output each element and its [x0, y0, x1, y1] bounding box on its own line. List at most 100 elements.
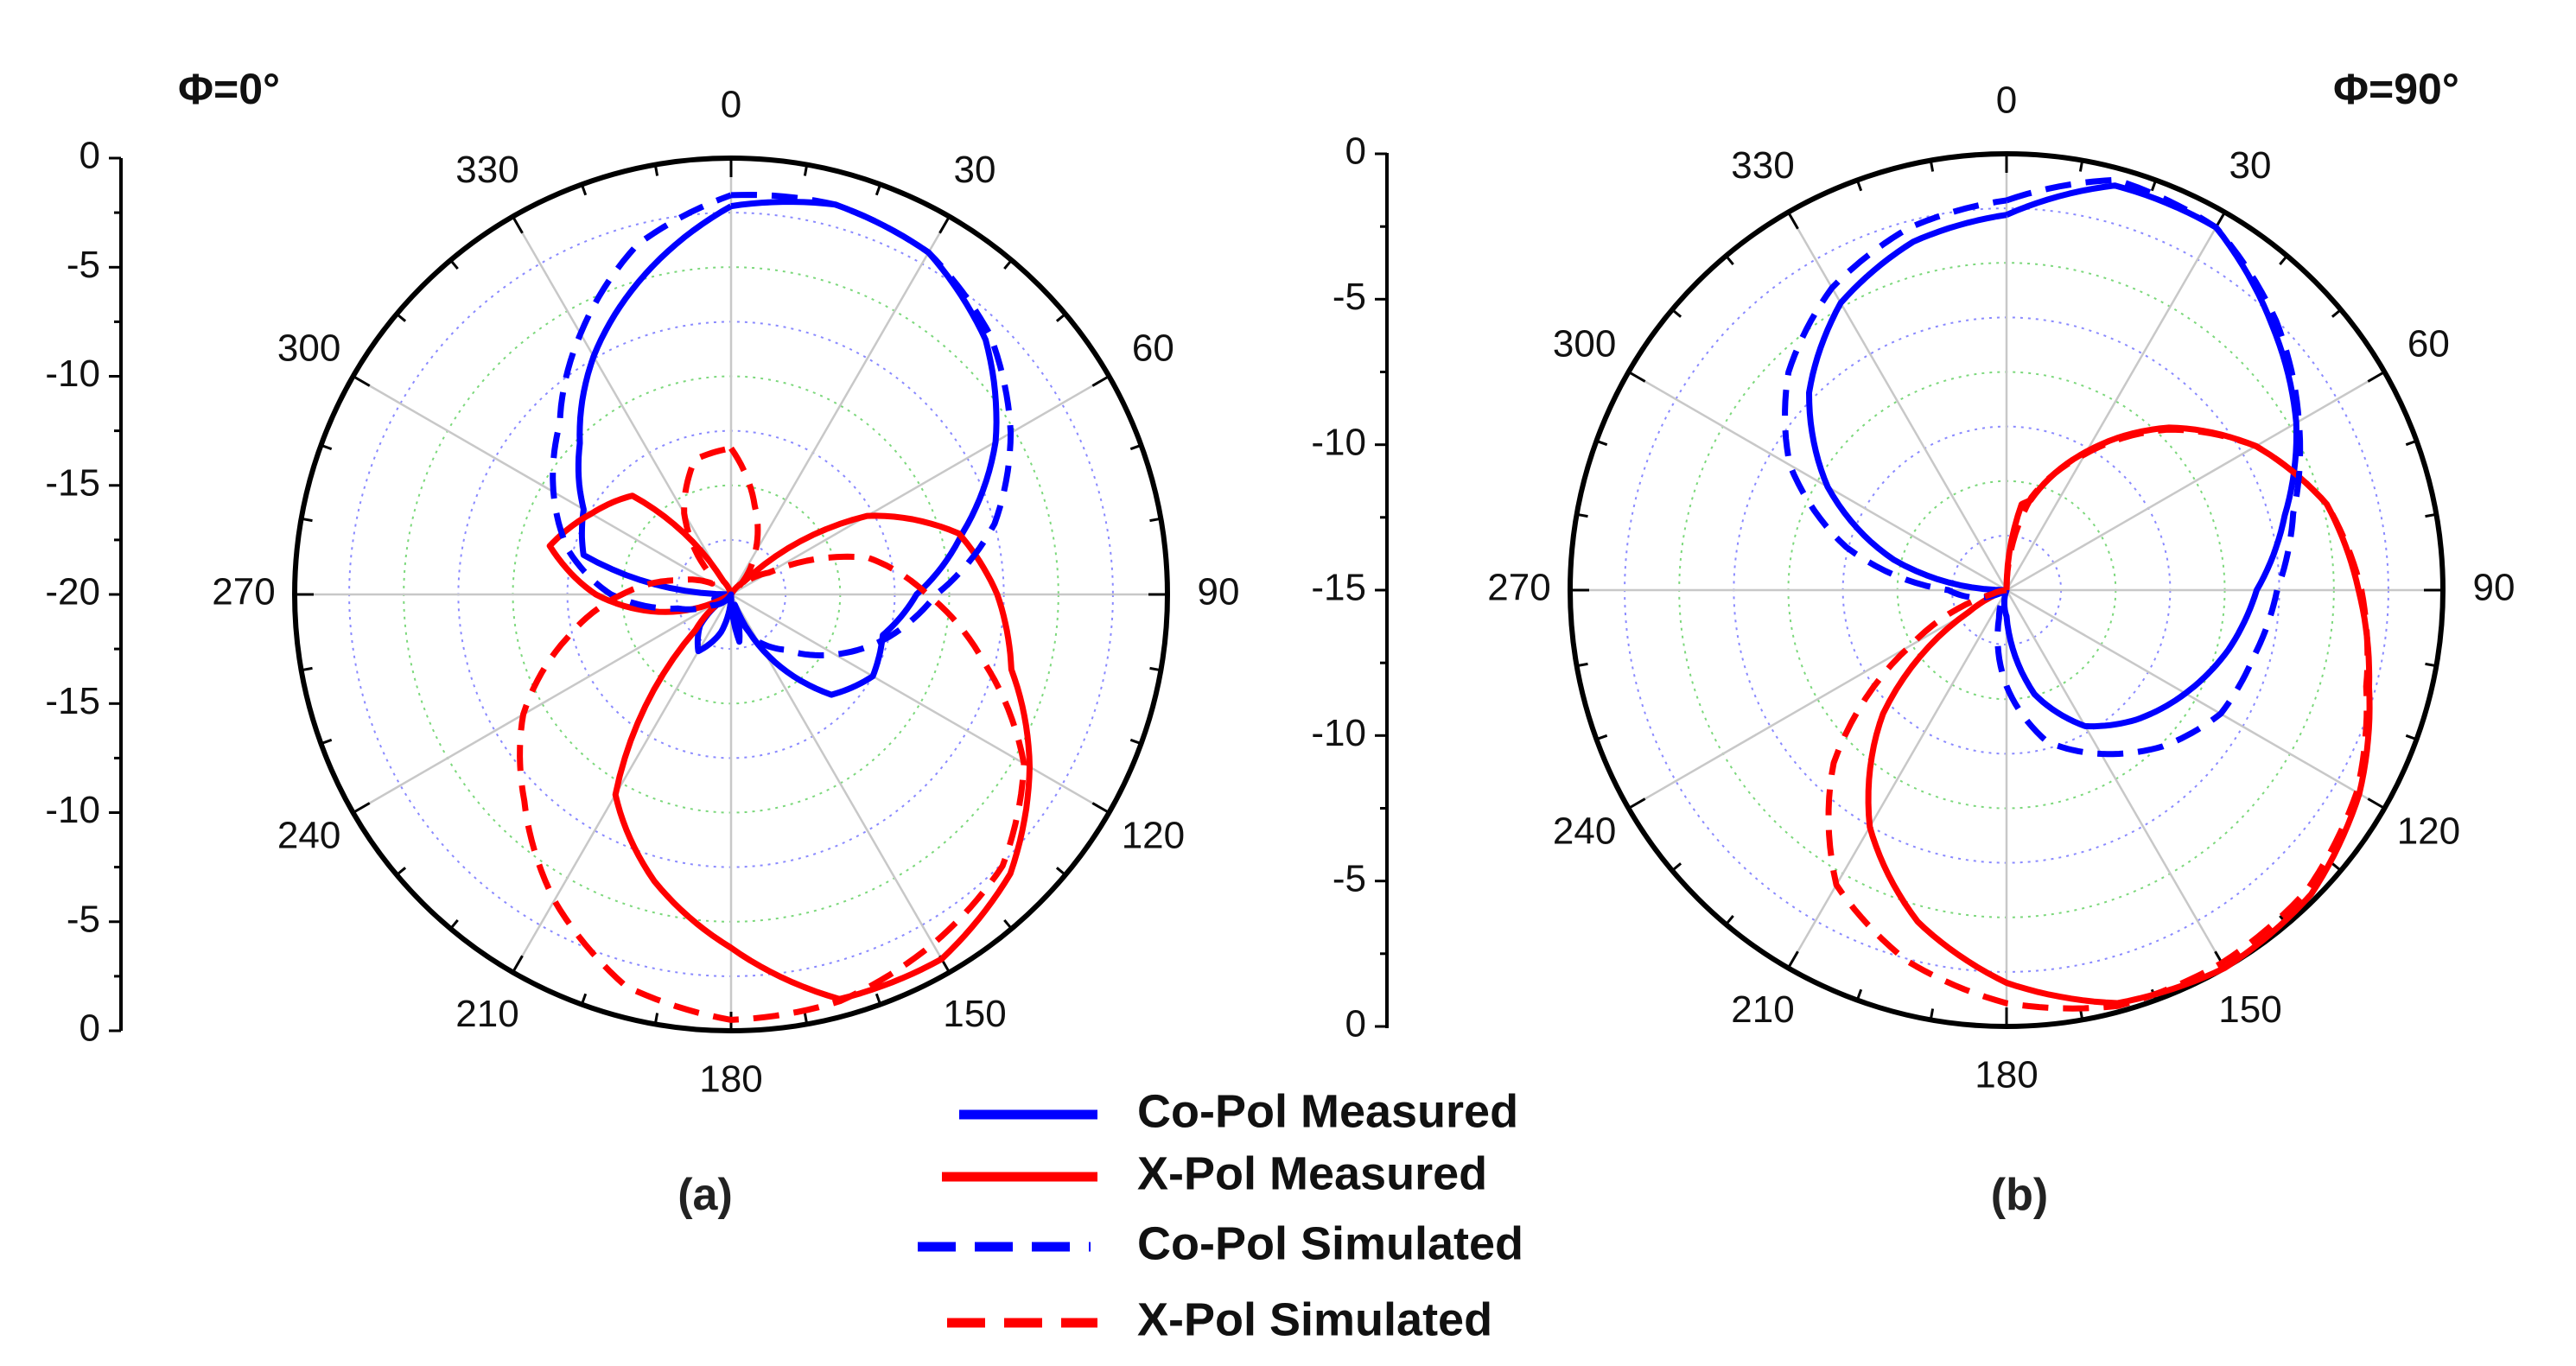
- angle-tick: [1129, 443, 1142, 451]
- angle-tick: [1595, 439, 1608, 447]
- angle-label: 240: [277, 815, 340, 857]
- radial-axis-label: -5: [67, 244, 100, 286]
- angle-tick: [1787, 950, 1799, 969]
- angle-tick: [875, 993, 882, 1006]
- angle-tick: [396, 867, 407, 876]
- radial-axis-label: -5: [1333, 276, 1366, 318]
- angle-label: 120: [2397, 810, 2460, 853]
- angle-tick: [2367, 797, 2386, 810]
- angle-label: 0: [721, 84, 741, 126]
- angle-tick: [1576, 662, 1588, 668]
- angle-label: 150: [943, 993, 1006, 1035]
- angle-tick: [580, 183, 588, 196]
- legend-label-co-pol-measured: Co-Pol Measured: [1137, 1085, 1518, 1137]
- angle-tick: [2405, 734, 2418, 741]
- angle-tick: [2078, 160, 2084, 172]
- angle-tick: [1627, 797, 1646, 810]
- angle-tick: [1091, 802, 1110, 814]
- angle-tick: [1003, 918, 1013, 930]
- radial-axis-label: 0: [80, 1007, 100, 1050]
- radial-axis-label: -5: [67, 898, 100, 940]
- angle-label: 270: [212, 571, 275, 613]
- angle-tick: [449, 259, 459, 270]
- series-line-x-pol-measured: [1865, 424, 2373, 1007]
- angle-tick: [2279, 255, 2288, 266]
- angle-tick: [352, 802, 371, 814]
- phi-label-a: Φ=0°: [178, 65, 280, 113]
- angle-label: 270: [1487, 567, 1550, 609]
- radial-axis-label: -15: [45, 461, 100, 504]
- angle-label: 330: [455, 149, 518, 191]
- angle-tick: [1725, 914, 1734, 925]
- angle-label: 300: [277, 327, 340, 370]
- series-line-x-pol-measured: [546, 492, 1033, 1002]
- angle-tick: [803, 1013, 809, 1025]
- angle-tick: [352, 375, 371, 387]
- angle-tick: [938, 215, 951, 234]
- polar-chart-b: 0 30 60 90 120 150 180 210 240 270 300 330 0 -5 -10 -1…: [1311, 65, 2515, 1220]
- angle-tick: [1055, 867, 1066, 876]
- polar-chart-a: 0 30 60 90 120 150 180 210 240 270 300 330 0 -5 -10 -1…: [45, 65, 1239, 1220]
- angle-tick: [2331, 308, 2342, 318]
- angle-label: 150: [2218, 988, 2281, 1031]
- angle-label: 120: [1122, 815, 1185, 857]
- angle-tick: [1149, 517, 1161, 523]
- phi-label-b: Φ=90°: [2333, 65, 2459, 113]
- angle-tick: [1929, 160, 1935, 172]
- angle-tick: [449, 918, 459, 930]
- angle-label: 300: [1553, 323, 1616, 365]
- radial-axis-label: -5: [1333, 857, 1366, 899]
- angle-tick: [301, 517, 313, 523]
- angle-tick: [803, 164, 809, 176]
- angle-tick: [512, 955, 524, 974]
- angle-tick: [653, 1013, 659, 1025]
- angle-tick: [875, 183, 882, 196]
- legend-label-x-pol-simulated: X-Pol Simulated: [1137, 1293, 1492, 1345]
- legend-label-x-pol-measured: X-Pol Measured: [1137, 1147, 1487, 1199]
- angle-tick: [580, 993, 588, 1006]
- polar-series-a: [517, 192, 1033, 1023]
- angle-label: 330: [1731, 144, 1794, 187]
- angle-tick: [1576, 512, 1588, 518]
- polar-angle-labels-b: 0 30 60 90 120 150 180 210 240 270 300 330: [1487, 79, 2515, 1096]
- angle-label: 180: [1975, 1054, 2038, 1096]
- angle-tick: [1055, 313, 1066, 322]
- angle-tick: [1725, 255, 1734, 266]
- radial-axis-label: 0: [80, 135, 100, 177]
- radial-axis-label: -10: [45, 789, 100, 831]
- angle-label: 60: [2407, 323, 2450, 365]
- angle-tick: [320, 738, 333, 746]
- angle-tick: [2425, 662, 2437, 668]
- angle-tick: [396, 313, 407, 322]
- radial-axis-label: 0: [1345, 1003, 1366, 1045]
- series-line-x-pol-simulated: [517, 445, 1027, 1023]
- polar-angle-labels-a: 0 30 60 90 120 150 180 210 240 270 300 330: [212, 84, 1239, 1101]
- angle-label: 210: [1731, 988, 1794, 1031]
- angle-tick: [1129, 738, 1142, 746]
- angle-tick: [1787, 211, 1799, 230]
- angle-tick: [1671, 308, 1682, 318]
- angle-tick: [1929, 1008, 1935, 1020]
- series-line-x-pol-simulated: [1825, 426, 2371, 1012]
- angle-tick: [2367, 371, 2386, 383]
- caption-b: (b): [1991, 1170, 2048, 1220]
- angle-label: 90: [2473, 567, 2516, 609]
- angle-label: 30: [954, 149, 996, 191]
- angle-label: 60: [1132, 327, 1174, 370]
- angle-tick: [1855, 988, 1863, 1001]
- angle-tick: [512, 215, 524, 234]
- radial-axis-b: 0 -5 -10 -15 -10 -5 0: [1311, 130, 1389, 1045]
- radial-axis-label: 0: [1345, 130, 1366, 173]
- radial-axis-label: -10: [1311, 712, 1366, 754]
- angle-tick: [2405, 439, 2418, 447]
- series-line-co-pol-simulated: [1782, 176, 2304, 758]
- radial-axis-label: -10: [45, 353, 100, 395]
- angle-label: 180: [699, 1058, 762, 1101]
- angle-label: 210: [455, 993, 518, 1035]
- angle-tick: [1855, 179, 1863, 192]
- radial-axis-label: -15: [1311, 567, 1366, 609]
- angle-tick: [1149, 666, 1161, 672]
- angle-tick: [301, 666, 313, 672]
- series-line-co-pol-simulated: [550, 192, 1014, 658]
